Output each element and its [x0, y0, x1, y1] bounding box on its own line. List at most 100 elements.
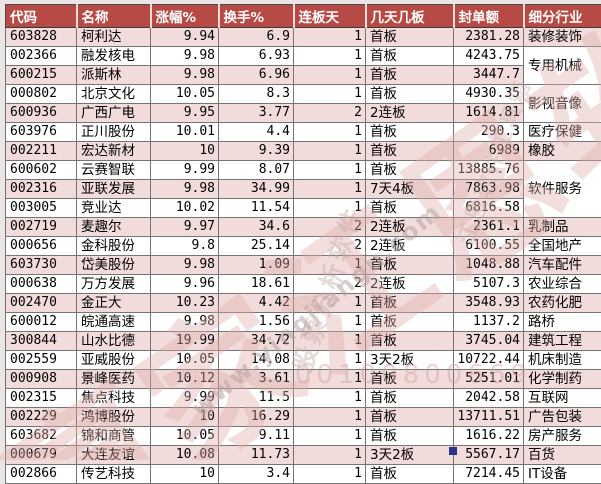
cell-turnover[interactable]: 11.5	[219, 389, 294, 408]
cell-days[interactable]: 1	[294, 332, 366, 351]
cell-industry[interactable]: 医疗保健	[524, 123, 601, 142]
cell-change[interactable]: 10.12	[151, 370, 219, 389]
cell-amount[interactable]: 5567.17	[454, 446, 524, 465]
cell-boards[interactable]: 7天4板	[366, 180, 454, 199]
cell-amount[interactable]: 1616.22	[454, 427, 524, 446]
cell-name[interactable]: 皖通高速	[77, 313, 151, 332]
cell-turnover[interactable]: 3.61	[219, 370, 294, 389]
cell-code[interactable]: 002470	[6, 294, 77, 313]
cell-name[interactable]: 万方发展	[77, 275, 151, 294]
cell-industry[interactable]: 装修装饰	[524, 28, 601, 47]
cell-change[interactable]: 10	[151, 465, 219, 484]
cell-boards[interactable]: 2连板	[366, 104, 454, 123]
col-header-code[interactable]: 代码	[6, 5, 77, 28]
cell-boards[interactable]: 首板	[366, 408, 454, 427]
cell-amount[interactable]: 7863.98	[454, 180, 524, 199]
cell-days[interactable]: 1	[294, 351, 366, 370]
cell-code[interactable]: 603976	[6, 123, 77, 142]
cell-turnover[interactable]: 1.56	[219, 313, 294, 332]
cell-name[interactable]: 云赛智联	[77, 161, 151, 180]
cell-code[interactable]: 002229	[6, 408, 77, 427]
cell-boards[interactable]: 首板	[366, 256, 454, 275]
cell-change[interactable]: 9.99	[151, 389, 219, 408]
cell-name[interactable]: 亚联发展	[77, 180, 151, 199]
cell-days[interactable]: 1	[294, 28, 366, 47]
cell-code[interactable]: 600215	[6, 66, 77, 85]
cell-code[interactable]: 000802	[6, 85, 77, 104]
cell-code[interactable]: 000638	[6, 275, 77, 294]
cell-industry[interactable]: 汽车配件	[524, 256, 601, 275]
cell-amount[interactable]: 13711.51	[454, 408, 524, 427]
cell-boards[interactable]: 首板	[366, 389, 454, 408]
cell-code[interactable]: 600012	[6, 313, 77, 332]
cell-industry[interactable]: 化学制药	[524, 370, 601, 389]
cell-code[interactable]: 000656	[6, 237, 77, 256]
col-header-change[interactable]: 涨幅%	[151, 5, 219, 28]
cell-turnover[interactable]: 18.61	[219, 275, 294, 294]
cell-change[interactable]: 9.96	[151, 275, 219, 294]
cell-amount[interactable]: 3447.7	[454, 66, 524, 85]
cell-change[interactable]: 10.05	[151, 351, 219, 370]
cell-name[interactable]: 亚威股份	[77, 351, 151, 370]
cell-turnover[interactable]: 9.11	[219, 427, 294, 446]
cell-days[interactable]: 1	[294, 370, 366, 389]
cell-days[interactable]: 2	[294, 104, 366, 123]
cell-code[interactable]: 600936	[6, 104, 77, 123]
cell-days[interactable]: 1	[294, 161, 366, 180]
cell-turnover[interactable]: 25.14	[219, 237, 294, 256]
cell-amount[interactable]: 2361.1	[454, 218, 524, 237]
cell-turnover[interactable]: 3.77	[219, 104, 294, 123]
cell-industry[interactable]: 建筑工程	[524, 332, 601, 351]
cell-industry[interactable]: 路桥	[524, 313, 601, 332]
cell-industry[interactable]: 软件服务	[524, 161, 601, 218]
cell-change[interactable]: 9.8	[151, 237, 219, 256]
cell-name[interactable]: 焦点科技	[77, 389, 151, 408]
cell-change[interactable]: 10.05	[151, 85, 219, 104]
cell-days[interactable]: 1	[294, 408, 366, 427]
cell-name[interactable]: 正川股份	[77, 123, 151, 142]
col-header-boards[interactable]: 几天几板	[366, 5, 454, 28]
cell-amount[interactable]: 6100.55	[454, 237, 524, 256]
cell-boards[interactable]: 首板	[366, 370, 454, 389]
cell-days[interactable]: 1	[294, 446, 366, 465]
cell-turnover[interactable]: 1.09	[219, 256, 294, 275]
cell-boards[interactable]: 首板	[366, 85, 454, 104]
cell-turnover[interactable]: 34.6	[219, 218, 294, 237]
cell-name[interactable]: 柯利达	[77, 28, 151, 47]
cell-name[interactable]: 竞业达	[77, 199, 151, 218]
cell-code[interactable]: 603828	[6, 28, 77, 47]
cell-boards[interactable]: 首板	[366, 28, 454, 47]
cell-code[interactable]: 600602	[6, 161, 77, 180]
cell-change[interactable]: 10.23	[151, 294, 219, 313]
cell-amount[interactable]: 4930.35	[454, 85, 524, 104]
cell-boards[interactable]: 首板	[366, 142, 454, 161]
cell-boards[interactable]: 首板	[366, 427, 454, 446]
cell-code[interactable]: 300844	[6, 332, 77, 351]
cell-code[interactable]: 000908	[6, 370, 77, 389]
cell-industry[interactable]: 乳制品	[524, 218, 601, 237]
cell-turnover[interactable]: 6.9	[219, 28, 294, 47]
cell-boards[interactable]: 2连板	[366, 218, 454, 237]
cell-days[interactable]: 1	[294, 123, 366, 142]
cell-boards[interactable]: 2连板	[366, 275, 454, 294]
cell-days[interactable]: 2	[294, 237, 366, 256]
cell-code[interactable]: 002866	[6, 465, 77, 484]
cell-turnover[interactable]: 8.07	[219, 161, 294, 180]
cell-turnover[interactable]: 4.4	[219, 123, 294, 142]
cell-change[interactable]: 10.08	[151, 446, 219, 465]
cell-turnover[interactable]: 34.72	[219, 332, 294, 351]
col-header-days[interactable]: 连板天	[294, 5, 366, 28]
cell-boards[interactable]: 首板	[366, 465, 454, 484]
cell-turnover[interactable]: 34.99	[219, 180, 294, 199]
cell-days[interactable]: 2	[294, 275, 366, 294]
cell-days[interactable]: 1	[294, 85, 366, 104]
cell-name[interactable]: 宏达新材	[77, 142, 151, 161]
